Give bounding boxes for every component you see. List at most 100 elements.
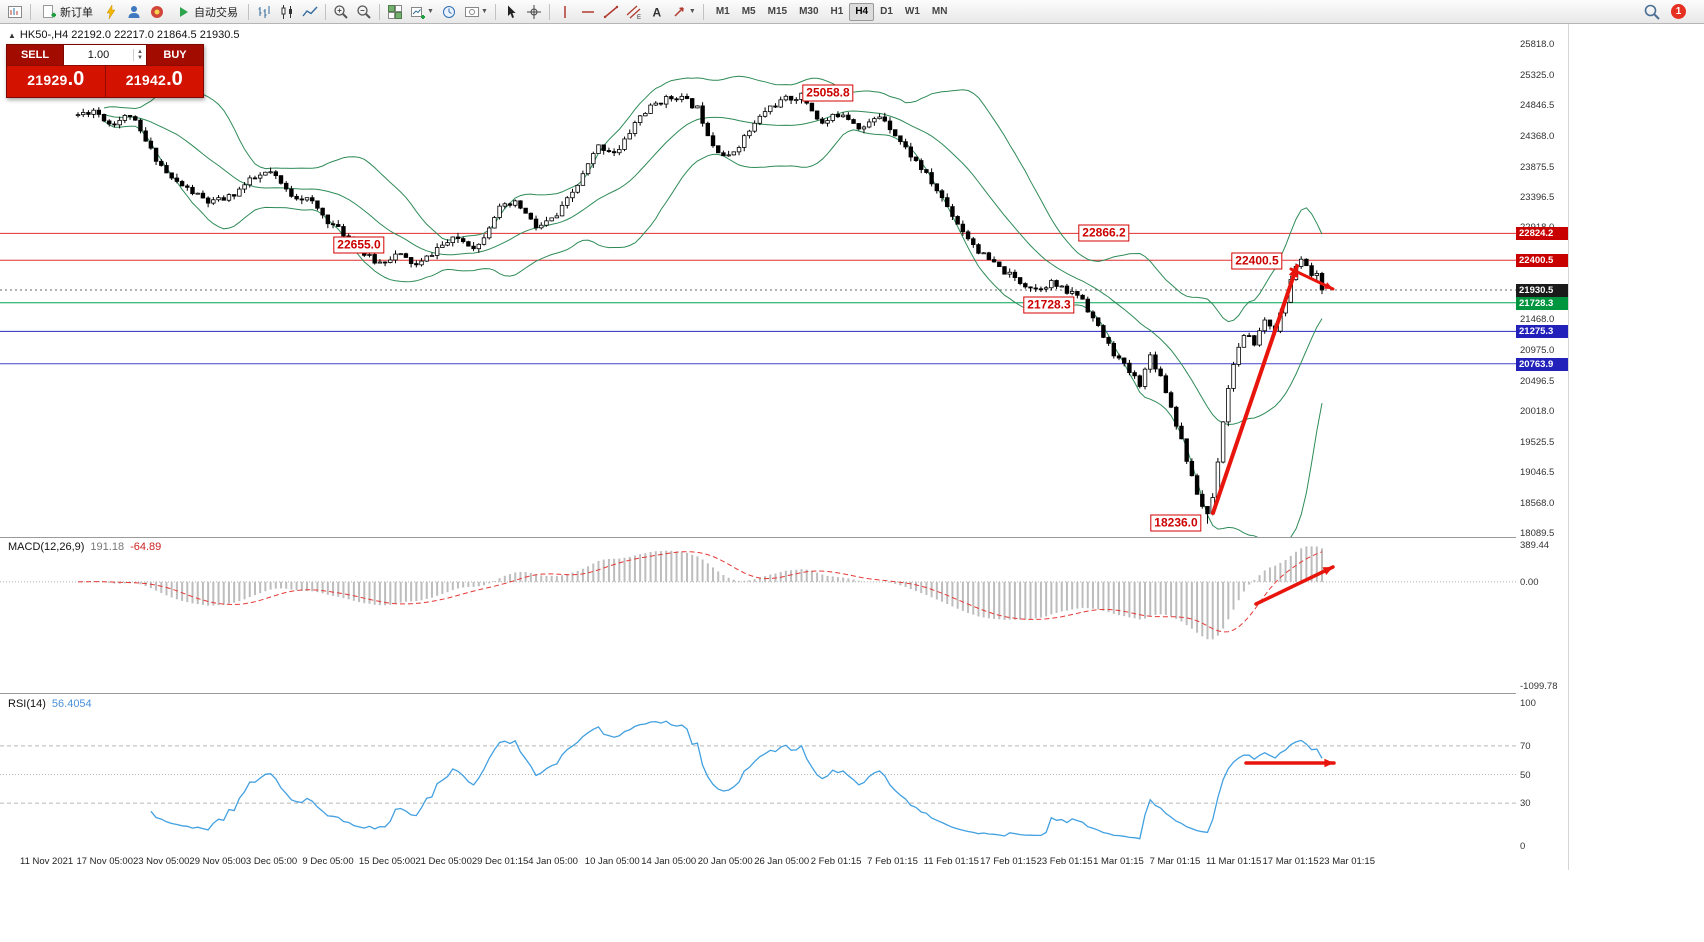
zoom-out-icon (357, 4, 371, 19)
autotrading-button[interactable]: 自动交易 (169, 2, 244, 22)
chart-right-border (1568, 24, 1569, 870)
price-tick: 21468.0 (1520, 314, 1555, 326)
profile-button[interactable] (123, 2, 145, 22)
main-toolbar: 新订单 自动交易 (0, 0, 1704, 24)
macd-panel[interactable] (0, 537, 1516, 693)
macd-label: MACD(12,26,9) 191.18 -64.89 (8, 541, 161, 553)
macd-splitter[interactable] (0, 537, 1568, 538)
vertical-line-tool[interactable] (554, 2, 576, 22)
trendline-tool[interactable] (600, 2, 622, 22)
new-order-button[interactable]: 新订单 (35, 2, 99, 22)
price-tick: 24846.5 (1520, 100, 1555, 112)
sell-button[interactable]: SELL (7, 45, 63, 65)
main-price-chart[interactable] (0, 24, 1516, 537)
time-axis[interactable]: 11 Nov 2021 17 Nov 05:00 23 Nov 05:00 29 No… (0, 852, 1568, 870)
timeframe-mn[interactable]: MN (931, 6, 948, 17)
toolbar-separator (548, 3, 550, 20)
crosshair-icon (526, 4, 541, 19)
line-chart-button[interactable] (299, 2, 321, 22)
current-price-tag: 21930.5 (1516, 283, 1568, 297)
metaeditor-button[interactable] (100, 2, 122, 22)
crosshair-button[interactable] (523, 2, 545, 22)
autotrade-play-icon (180, 6, 188, 17)
volume-down-icon[interactable]: ▼ (137, 55, 143, 61)
cursor-icon (507, 5, 516, 18)
channel-icon: E (626, 5, 641, 20)
time-label: 23 Mar 01:15 (1319, 856, 1375, 867)
sell-price[interactable]: 21929 .0 (7, 66, 106, 97)
level-price-tag: 21728.3 (1516, 296, 1568, 310)
period-button[interactable] (438, 2, 460, 22)
price-tick: 25818.0 (1520, 39, 1555, 50)
search-button[interactable] (1640, 2, 1664, 22)
macd-tick: 389.44 (1520, 540, 1550, 551)
buy-price[interactable]: 21942 .0 (105, 66, 203, 97)
timeframe-m5[interactable]: M5 (741, 6, 756, 17)
timeframe-group: M1 M5 M15 M30 H1 H4 D1 W1 MN (710, 2, 954, 21)
cursor-button[interactable] (500, 2, 522, 22)
chart-window-button[interactable] (4, 2, 26, 22)
text-tool[interactable]: A (646, 2, 668, 22)
bar-chart-button[interactable] (253, 2, 275, 22)
macd-value-signal: -64.89 (130, 541, 162, 553)
one-click-trading-panel: SELL 1.00 ▲ ▼ BUY 21929 .0 21942 .0 (6, 44, 204, 98)
community-button[interactable] (146, 2, 168, 22)
snapshot-button[interactable]: ▼ (461, 2, 491, 22)
symbol-info: ▲ HK50-,H4 22192.0 22217.0 21864.5 21930… (8, 29, 240, 41)
time-label: 15 Dec 05:00 (358, 856, 416, 867)
macd-tick: 0.00 (1520, 576, 1539, 588)
clock-icon (442, 5, 455, 18)
price-tick: 23396.5 (1520, 192, 1555, 204)
rsi-tick: 70 (1520, 740, 1531, 752)
line-chart-icon (302, 6, 318, 16)
time-label: 17 Feb 01:15 (980, 856, 1037, 867)
buy-button[interactable]: BUY (147, 45, 203, 65)
new-order-label: 新订单 (60, 6, 93, 19)
time-label: 2 Feb 01:15 (810, 856, 862, 867)
notification-badge[interactable]: 1 (1671, 4, 1686, 19)
rsi-splitter[interactable] (0, 693, 1568, 694)
macd-name: MACD(12,26,9) (8, 541, 85, 553)
arrow-tool-icon (674, 6, 684, 17)
search-icon (1644, 4, 1660, 20)
chart-area: 25058.8 22866.2 22655.0 22400.5 21728.3 18236… (0, 24, 1704, 942)
macd-tick: -1099.78 (1520, 681, 1558, 692)
volume-up-icon[interactable]: ▲ (137, 49, 143, 55)
rsi-panel[interactable] (0, 693, 1516, 852)
bolt-icon (106, 3, 116, 19)
text-tool-icon: A (652, 5, 661, 19)
arrows-tool[interactable]: ▼ (669, 2, 699, 22)
channel-tool[interactable]: E (623, 2, 645, 22)
rsi-tick: 50 (1520, 769, 1531, 781)
price-tick: 18568.0 (1520, 497, 1555, 509)
rsi-value: 56.4054 (51, 698, 92, 710)
toolbar-separator (702, 3, 704, 20)
timeframe-m15[interactable]: M15 (767, 6, 788, 17)
chart-window-icon (8, 5, 22, 18)
toolbar-separator (30, 3, 31, 20)
time-label: 23 Nov 05:00 (132, 856, 190, 867)
volume-value[interactable]: 1.00 (87, 49, 110, 61)
time-label: 11 Feb 01:15 (923, 856, 979, 867)
timeframe-d1[interactable]: D1 (880, 6, 893, 17)
timeframe-m1[interactable]: M1 (715, 6, 730, 17)
timeframe-h1[interactable]: H1 (830, 6, 844, 17)
level-price-tag: 21275.3 (1516, 325, 1568, 339)
tile-windows-button[interactable] (384, 2, 406, 22)
rsi-tick: 0 (1520, 841, 1526, 852)
timeframe-h4[interactable]: H4 (849, 2, 875, 21)
new-chart-button[interactable]: ▼ (407, 2, 437, 22)
time-label: 17 Mar 01:15 (1262, 856, 1319, 867)
price-scale[interactable]: 25818.0 25325.0 24846.5 24368.0 23875.5 23396… (1516, 24, 1568, 852)
community-icon (151, 5, 163, 18)
zoom-out-button[interactable] (353, 2, 375, 22)
horizontal-line-icon (581, 10, 594, 13)
zoom-in-button[interactable] (330, 2, 352, 22)
candlestick-chart-button[interactable] (276, 2, 298, 22)
timeframe-w1[interactable]: W1 (904, 6, 920, 17)
horizontal-line-tool[interactable] (577, 2, 599, 22)
collapse-icon[interactable]: ▲ (8, 30, 16, 40)
macd-value-main: 191.18 (90, 541, 125, 553)
svg-text:E: E (637, 15, 641, 20)
timeframe-m30[interactable]: M30 (799, 6, 819, 17)
